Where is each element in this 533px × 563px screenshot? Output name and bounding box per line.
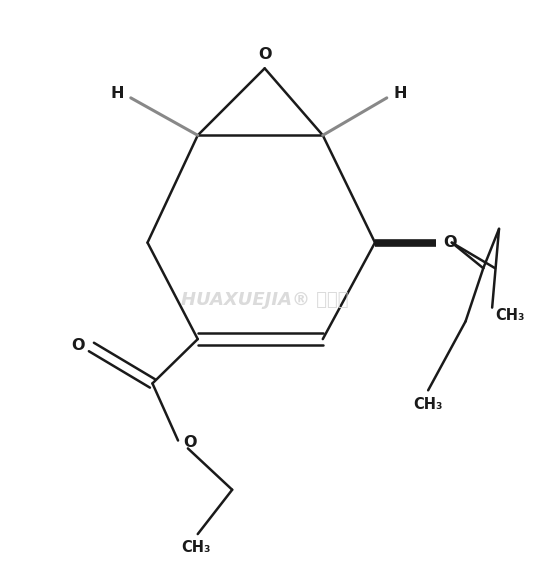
Text: H: H — [110, 87, 124, 101]
Text: O: O — [443, 235, 457, 250]
Text: CH₃: CH₃ — [495, 308, 524, 323]
Text: O: O — [71, 337, 84, 352]
Text: O: O — [183, 435, 197, 450]
Text: O: O — [258, 47, 271, 62]
Text: CH₃: CH₃ — [414, 396, 443, 412]
Text: CH₃: CH₃ — [181, 540, 211, 555]
Text: HUAXUEJIA® 化学加: HUAXUEJIA® 化学加 — [181, 291, 349, 309]
Text: H: H — [394, 87, 407, 101]
